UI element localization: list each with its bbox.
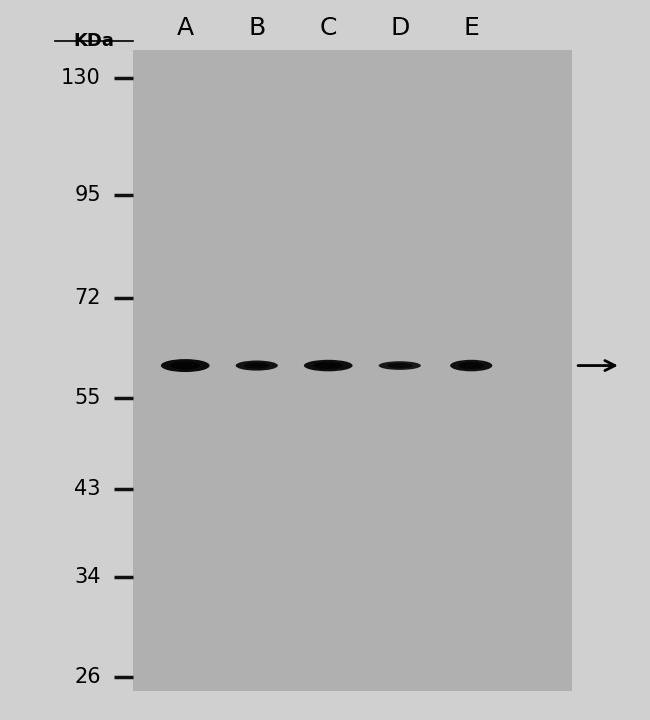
Text: 55: 55 <box>74 388 101 408</box>
Text: 95: 95 <box>74 184 101 204</box>
Text: C: C <box>320 16 337 40</box>
Ellipse shape <box>161 359 209 372</box>
Ellipse shape <box>459 362 484 369</box>
Ellipse shape <box>378 361 421 370</box>
Ellipse shape <box>170 361 200 369</box>
Text: D: D <box>390 16 410 40</box>
Bar <box>133 50 572 691</box>
Ellipse shape <box>244 363 270 369</box>
Ellipse shape <box>170 361 200 369</box>
Text: B: B <box>248 16 265 40</box>
Text: A: A <box>177 16 194 40</box>
Text: 26: 26 <box>74 667 101 687</box>
Ellipse shape <box>313 362 343 369</box>
Text: KDa: KDa <box>74 32 114 50</box>
Ellipse shape <box>304 360 352 372</box>
Ellipse shape <box>244 363 270 369</box>
Ellipse shape <box>313 362 343 369</box>
Text: 72: 72 <box>74 288 101 307</box>
Text: 130: 130 <box>61 68 101 88</box>
Text: 34: 34 <box>74 567 101 587</box>
Ellipse shape <box>459 362 484 369</box>
Text: E: E <box>463 16 479 40</box>
Ellipse shape <box>387 363 413 368</box>
Ellipse shape <box>387 363 413 368</box>
Text: 43: 43 <box>74 480 101 500</box>
Ellipse shape <box>450 360 493 372</box>
Ellipse shape <box>235 361 278 371</box>
